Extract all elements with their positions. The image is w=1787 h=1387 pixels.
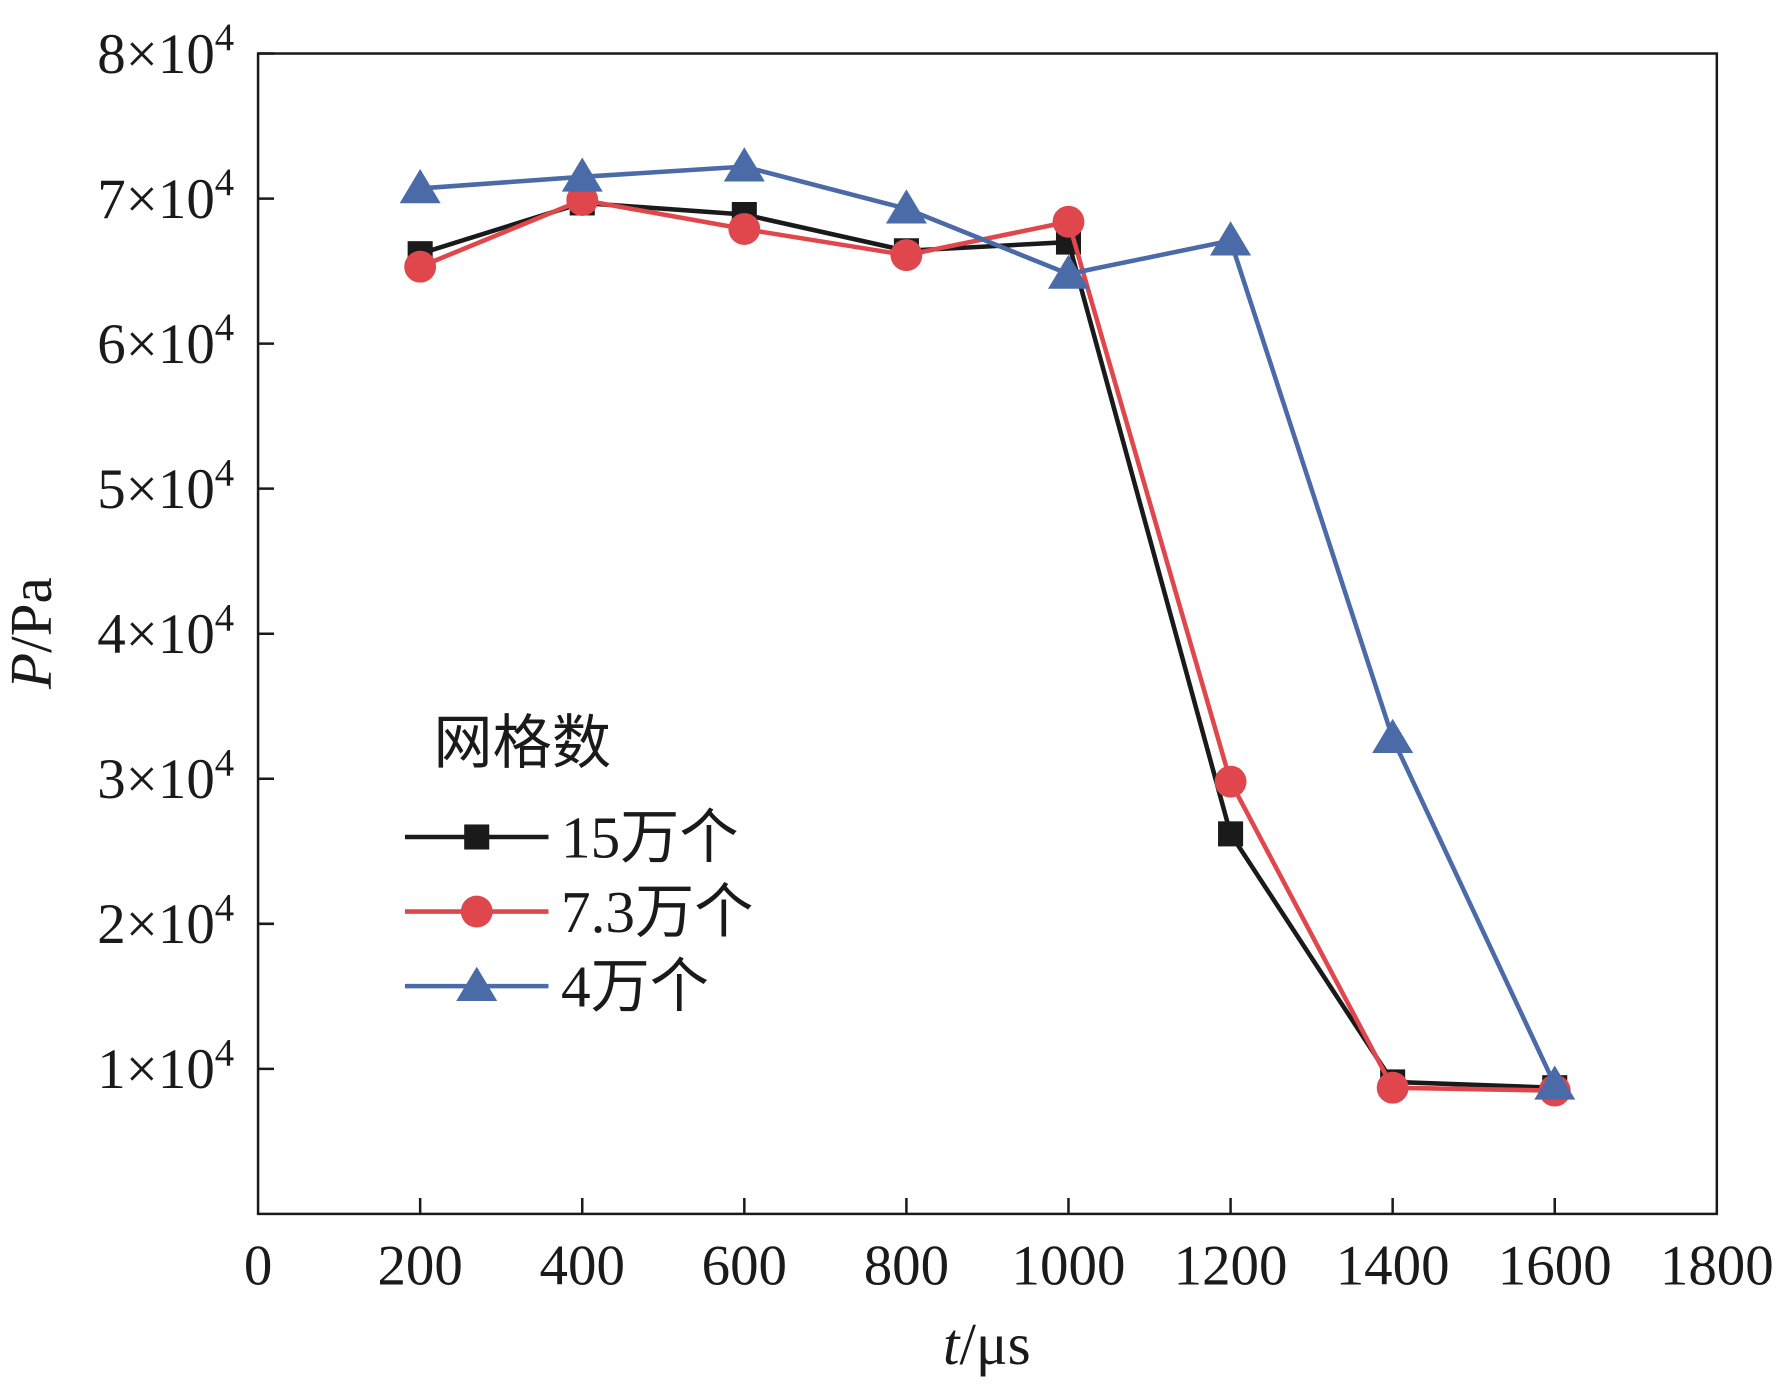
y-tick-label: 4×104 [97,597,234,666]
data-point-triangle [885,189,927,224]
x-tick-label: 1200 [1174,1235,1288,1298]
axis-unit: /μs [959,1311,1030,1377]
legend-entry: 7.3万个 [404,879,753,945]
legend-entry: 15万个 [404,804,739,870]
y-tick-exponent: 4 [215,307,234,349]
data-point-triangle [723,147,765,182]
x-tick-label: 1600 [1498,1235,1612,1298]
data-point-triangle [1534,1065,1576,1100]
data-point-circle [1052,205,1085,238]
y-tick-mantissa: 8×10 [97,23,215,86]
axis-unit: /Pa [0,577,64,653]
legend-label: 15万个 [561,804,739,870]
data-point-triangle [561,157,603,192]
x-tick-label: 400 [540,1235,625,1298]
data-point-square [1218,821,1244,847]
y-tick-label: 5×104 [97,452,234,521]
series-3 [399,147,1576,1100]
data-point-triangle [1210,221,1252,256]
data-point-circle [404,250,437,283]
y-tick-mantissa: 3×10 [97,748,215,811]
y-tick-label: 7×104 [97,162,234,231]
y-tick-mantissa: 1×10 [97,1038,215,1101]
y-tick-exponent: 4 [215,452,234,494]
data-point-circle [1376,1071,1409,1104]
y-tick-label: 2×104 [97,887,234,956]
y-tick-exponent: 4 [215,1032,234,1074]
data-point-circle [566,184,599,216]
y-tick-mantissa: 5×10 [97,458,215,521]
legend-title: 网格数 [433,710,611,776]
plot-frame [256,52,1719,1216]
series-line [419,164,1557,1086]
data-point-circle [890,239,923,272]
data-point-triangle [399,169,441,204]
y-tick-mantissa: 2×10 [97,893,215,956]
y-tick-exponent: 4 [215,742,234,784]
x-axis-label: t/μs [943,1311,1031,1377]
x-tick-label: 1400 [1336,1235,1450,1298]
y-tick-mantissa: 7×10 [97,168,215,231]
x-tick-label: 200 [377,1235,462,1298]
y-tick-label: 1×104 [97,1032,234,1101]
y-tick-exponent: 4 [215,887,234,929]
legend-entry: 4万个 [404,954,709,1020]
data-point-circle [1214,765,1247,798]
legend-marker-triangle [456,966,498,1001]
y-tick-label: 3×104 [97,742,234,811]
y-tick-exponent: 4 [215,162,234,204]
x-axis-ticks: 0 200 400 600 800 1000 1200 1400 1600 1800 [244,1197,1774,1298]
series-line [419,197,1555,1093]
legend-marker-circle [460,895,493,928]
data-point-triangle [1047,254,1089,289]
y-tick-mantissa: 6×10 [97,313,215,376]
y-tick-label: 6×104 [97,307,234,376]
x-tick-label: 1800 [1660,1235,1774,1298]
series-layer [399,147,1576,1107]
x-tick-label: 1000 [1012,1235,1126,1298]
x-tick-label: 600 [702,1235,787,1298]
y-tick-mantissa: 4×10 [97,603,215,666]
legend-label: 4万个 [561,954,709,1020]
axis-variable: t [943,1311,961,1377]
data-point-circle [728,213,761,245]
x-tick-label: 0 [244,1235,272,1298]
y-tick-exponent: 4 [215,17,234,59]
legend-marker-square [464,824,490,850]
legend: 网格数 15万个 7.3万个 4万个 [404,710,753,1020]
y-tick-label: 8×104 [97,17,234,86]
y-axis-label: P/Pa [0,577,64,690]
axis-variable: P [0,653,64,690]
data-point-triangle [1372,718,1414,753]
legend-label: 7.3万个 [561,879,753,945]
x-tick-label: 800 [864,1235,949,1298]
y-tick-exponent: 4 [215,597,234,639]
